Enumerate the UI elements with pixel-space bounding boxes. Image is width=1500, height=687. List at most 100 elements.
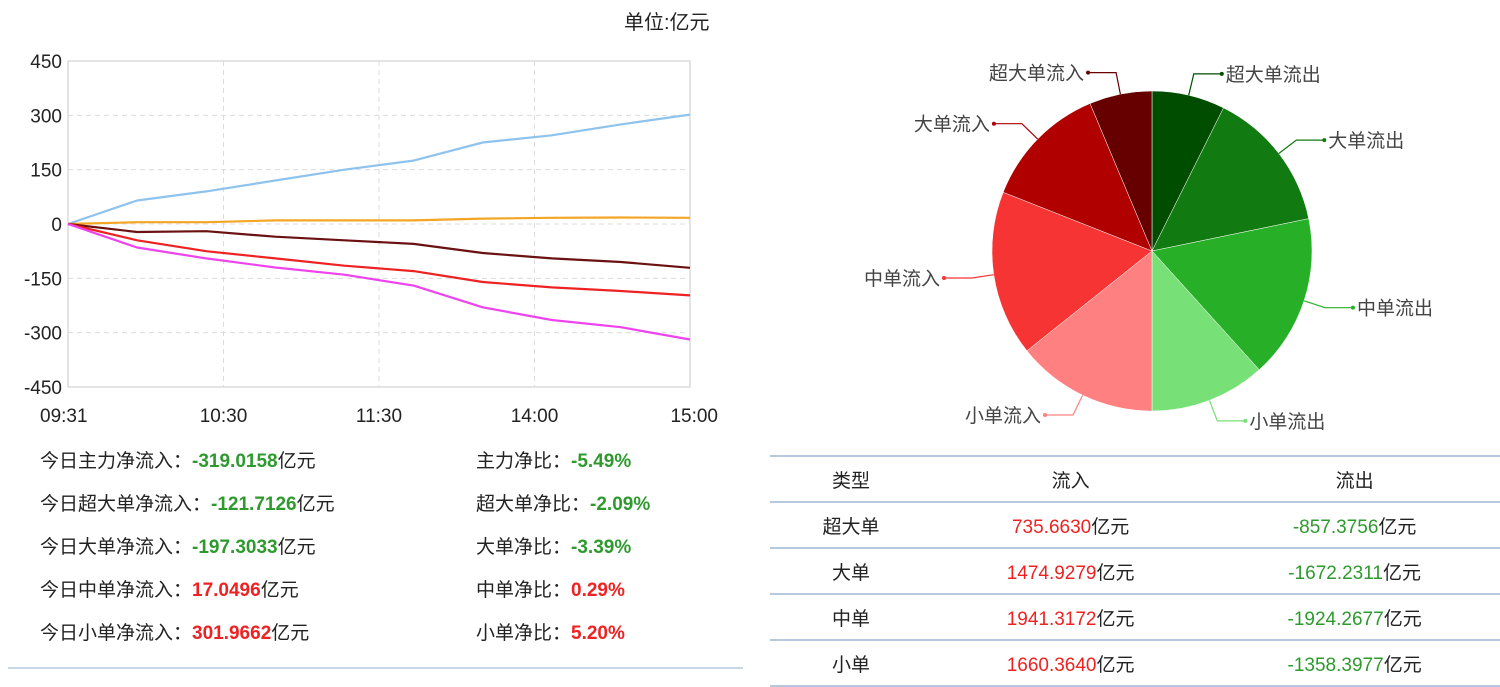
cell-outflow: -1924.2677亿元	[1209, 594, 1500, 641]
stat-unit: 亿元	[260, 580, 299, 601]
ratio-label: 小单净比：	[476, 623, 572, 644]
cell-type: 小单	[770, 640, 932, 687]
table-header-row: 类型 流入 流出	[770, 455, 1500, 503]
cell-inflow: 735.6630亿元	[932, 502, 1210, 549]
stats-divider	[8, 667, 743, 669]
pie-slice	[1002, 103, 1153, 252]
stat-medium-row: 今日中单净流入：17.0496亿元	[40, 576, 299, 606]
pie-slice-label: 小单流出	[1249, 411, 1325, 430]
series-line-0	[67, 113, 691, 226]
pie-leader-line	[1045, 394, 1084, 416]
stat-unit: 亿元	[277, 537, 316, 558]
table-row: 大单 1474.9279亿元 -1672.2311亿元	[770, 548, 1500, 595]
pie-leader-line	[993, 123, 1039, 140]
ratio-value: -2.09%	[590, 494, 651, 515]
pie-slice-label: 超大单流出	[1226, 64, 1321, 86]
flow-line-chart: 450 300 150 0 -150 -300 -450 09:31 10:30 11:30 14:…	[24, 52, 718, 427]
series-line-2	[67, 222, 691, 269]
x-tick-label: 15:00	[670, 406, 718, 427]
ratio-value: -5.49%	[571, 451, 632, 472]
cell-outflow: -1672.2311亿元	[1209, 548, 1500, 595]
pie-leader-line	[944, 274, 994, 279]
ratio-label: 主力净比：	[476, 451, 572, 472]
ratio-main-row: 主力净比：-5.49%	[476, 447, 631, 477]
pie-slice-label: 大单流出	[1328, 130, 1404, 152]
stat-unit: 亿元	[296, 494, 335, 515]
pie-leader-dot	[1086, 70, 1091, 75]
pie-slice-label: 中单流入	[864, 268, 940, 290]
ratio-value: -3.39%	[571, 537, 632, 558]
cell-outflow: -1358.3977亿元	[1209, 640, 1500, 687]
table-row: 小单 1660.3640亿元 -1358.3977亿元	[770, 640, 1500, 687]
ratio-label: 超大单净比：	[476, 494, 591, 515]
stat-value: -319.0158	[192, 451, 278, 472]
pie-leader-dot	[1322, 138, 1327, 143]
col-header-outflow: 流出	[1209, 455, 1500, 503]
pie-leader-dot	[1219, 71, 1224, 76]
stat-value: -121.7126	[211, 494, 297, 515]
ratio-value: 0.29%	[571, 580, 625, 601]
ratio-value: 5.20%	[571, 623, 625, 644]
stat-large-row: 今日大单净流入：-197.3033亿元	[40, 533, 316, 563]
cell-type: 中单	[770, 594, 932, 641]
flow-table: 类型 流入 流出 超大单 735.6630亿元 -857.3756亿元 大单 1…	[770, 455, 1500, 687]
x-tick-label: 14:00	[511, 406, 559, 427]
pie-leader-line	[1278, 139, 1325, 154]
y-tick-label: 300	[30, 106, 62, 127]
cell-inflow: 1660.3640亿元	[932, 640, 1210, 687]
pie-slice-label: 中单流出	[1357, 298, 1433, 320]
pie-leader-dot	[1043, 412, 1048, 417]
pie-slice-label: 超大单流入	[989, 63, 1084, 85]
pie-leader-dot	[1243, 418, 1248, 423]
stat-value: -197.3033	[192, 537, 278, 558]
cell-outflow: -857.3756亿元	[1209, 502, 1500, 549]
stat-label: 今日超大单净流入：	[40, 494, 212, 515]
y-tick-label: -450	[24, 378, 62, 399]
pie-slice	[1089, 90, 1153, 252]
pie-leader-line	[1088, 72, 1121, 95]
series-line-1	[67, 216, 691, 226]
pie-leader-dot	[1350, 305, 1355, 310]
cell-type: 超大单	[770, 502, 932, 549]
cell-inflow: 1941.3172亿元	[932, 594, 1210, 641]
ratio-label: 中单净比：	[476, 580, 572, 601]
ratio-small-row: 小单净比：5.20%	[476, 619, 625, 649]
col-header-type: 类型	[770, 455, 932, 503]
pie-leader-dot	[991, 121, 996, 126]
x-tick-label: 11:30	[356, 406, 402, 427]
col-header-inflow: 流入	[932, 455, 1210, 503]
stat-label: 今日中单净流入：	[40, 580, 193, 601]
stat-unit: 亿元	[277, 451, 316, 472]
ratio-super-row: 超大单净比：-2.09%	[476, 490, 650, 520]
pie-slice	[1151, 218, 1313, 371]
stat-label: 今日主力净流入：	[40, 451, 193, 472]
table-row: 超大单 735.6630亿元 -857.3756亿元	[770, 502, 1500, 549]
unit-label: 单位:亿元	[624, 12, 710, 34]
table-row: 中单 1941.3172亿元 -1924.2677亿元	[770, 594, 1500, 641]
pie-slice	[1026, 250, 1153, 412]
y-tick-label: 450	[30, 52, 62, 73]
pie-leader-line	[1303, 300, 1353, 309]
ratio-medium-row: 中单净比：0.29%	[476, 576, 625, 606]
x-tick-label: 09:31	[40, 406, 88, 427]
stat-small-row: 今日小单净流入：301.9662亿元	[40, 619, 309, 649]
cell-type: 大单	[770, 548, 932, 595]
ratio-label: 大单净比：	[476, 537, 572, 558]
y-tick-label: -150	[24, 269, 62, 290]
series-line-4	[67, 222, 691, 341]
stat-label: 今日小单净流入：	[40, 623, 193, 644]
x-tick-label: 10:30	[200, 406, 248, 427]
stat-value: 17.0496	[192, 580, 261, 601]
y-tick-label: -300	[24, 324, 62, 345]
pie-slice-label: 小单流入	[965, 405, 1041, 427]
pie-slice-label: 大单流入	[914, 114, 990, 136]
stat-super-row: 今日超大单净流入：-121.7126亿元	[40, 490, 335, 520]
stat-label: 今日大单净流入：	[40, 537, 193, 558]
stat-main-row: 今日主力净流入：-319.0158亿元	[40, 447, 316, 477]
pie-leader-line	[1208, 400, 1246, 422]
y-tick-label: 0	[51, 215, 62, 236]
stat-value: 301.9662	[192, 623, 272, 644]
cell-inflow: 1474.9279亿元	[932, 548, 1210, 595]
stat-unit: 亿元	[271, 623, 310, 644]
